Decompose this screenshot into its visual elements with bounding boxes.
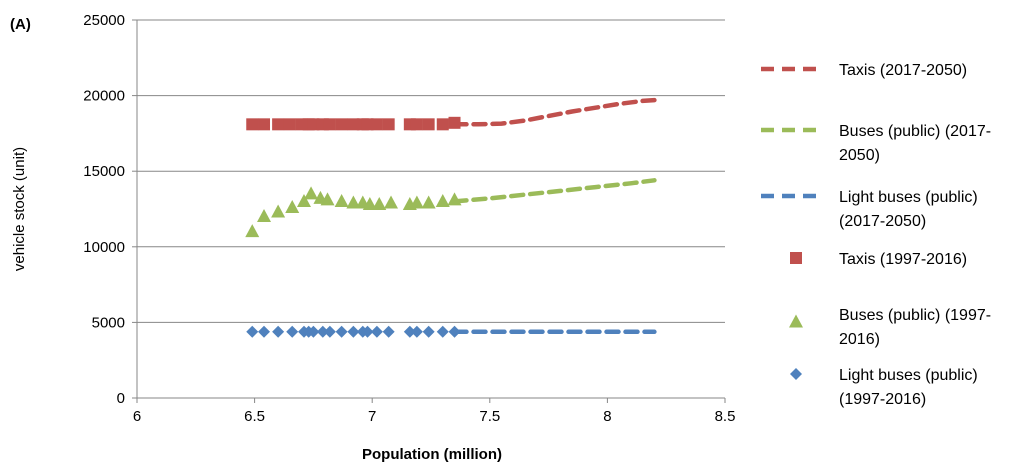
data-point: [320, 192, 335, 206]
data-point: [258, 325, 271, 338]
grid: [137, 19, 725, 323]
x-tick-label: 8: [603, 408, 611, 425]
data-point: [316, 325, 329, 338]
legend-label: Light buses (public) (1997-2016): [839, 367, 978, 408]
data-point: [436, 325, 449, 338]
legend-label: Taxis (2017-2050): [839, 62, 967, 79]
data-point: [382, 325, 395, 338]
y-tick-label: 25000: [83, 12, 125, 29]
y-tick-label: 15000: [83, 163, 125, 180]
legend-label: Buses (public) (1997-2016): [839, 307, 991, 348]
x-tick-label: 7.5: [479, 408, 500, 425]
legend-item: Light buses (public) (1997-2016): [790, 367, 978, 408]
data-point: [410, 118, 423, 131]
data-point: [272, 325, 285, 338]
data-point: [362, 196, 377, 210]
data-point: [334, 193, 349, 207]
y-tick-label: 0: [117, 390, 125, 407]
legend-swatch: [789, 314, 803, 328]
y-tick-label: 5000: [92, 314, 125, 331]
x-tick-label: 6.5: [244, 408, 265, 425]
data-point: [246, 325, 259, 338]
x-axis-title: Population (million): [362, 446, 502, 463]
data-point: [272, 118, 285, 131]
data-point: [435, 193, 450, 207]
data-point: [271, 204, 286, 218]
data-point: [448, 325, 461, 338]
legend-item: Taxis (1997-2016): [790, 251, 967, 268]
data-point: [335, 325, 348, 338]
series-1: [452, 178, 657, 204]
data-point: [410, 325, 423, 338]
data-point: [372, 196, 387, 210]
data-point: [409, 195, 424, 209]
data-point: [382, 118, 395, 131]
data-point: [370, 325, 383, 338]
legend-item: Buses (public) (2017-2050): [761, 123, 991, 164]
y-tick-label: 10000: [83, 239, 125, 256]
data-point: [447, 192, 462, 206]
data-point: [436, 118, 449, 131]
y-axis-title: vehicle stock (unit): [11, 147, 28, 271]
data-point: [258, 118, 271, 131]
legend-label: Taxis (1997-2016): [839, 251, 967, 268]
legend: Taxis (2017-2050) Buses (public) (2017-20…: [761, 62, 991, 408]
data-point: [304, 186, 319, 200]
x-tick-label: 6: [133, 408, 141, 425]
data-point: [370, 118, 383, 131]
data-point: [422, 118, 435, 131]
data-point: [286, 325, 299, 338]
data-point: [245, 224, 260, 238]
data-point: [257, 209, 272, 223]
data-point: [323, 118, 336, 131]
series-5: [246, 325, 461, 338]
x-tick-label: 7: [368, 408, 376, 425]
data-point: [307, 325, 320, 338]
data-point: [335, 118, 348, 131]
legend-swatch: [790, 368, 802, 380]
legend-label: Buses (public) (2017-2050): [839, 123, 991, 164]
axes: [132, 19, 726, 403]
data-point: [448, 116, 461, 129]
data-point: [296, 193, 311, 207]
data-point: [361, 325, 374, 338]
data-point: [421, 195, 436, 209]
data-point: [403, 325, 416, 338]
series-4: [245, 186, 462, 238]
legend-item: Taxis (2017-2050): [761, 62, 967, 79]
data-point: [323, 325, 336, 338]
series-3: [246, 116, 461, 131]
data-point: [384, 195, 399, 209]
series-line: [452, 178, 657, 204]
series-line: [452, 97, 657, 127]
legend-swatch: [790, 252, 802, 264]
data-point: [283, 118, 296, 131]
data-point: [285, 199, 300, 213]
data-point: [307, 118, 320, 131]
y-tick-label: 20000: [83, 88, 125, 105]
plot-area: [245, 97, 657, 338]
data-point: [422, 325, 435, 338]
panel-label: (A): [10, 16, 31, 33]
x-tick-label: 8.5: [715, 408, 736, 425]
legend-item: Buses (public) (1997-2016): [789, 307, 991, 348]
data-point: [347, 118, 360, 131]
data-point: [347, 325, 360, 338]
tick-labels: 0 5000 10000 15000 20000 25000 6 6.5 7 7.5 8 8.5: [83, 12, 735, 425]
series-0: [452, 97, 657, 127]
data-point: [361, 118, 374, 131]
legend-item: Light buses (public) (2017-2050): [761, 189, 978, 230]
data-point: [346, 195, 361, 209]
legend-label: Light buses (public) (2017-2050): [839, 189, 978, 230]
data-point: [246, 118, 259, 131]
